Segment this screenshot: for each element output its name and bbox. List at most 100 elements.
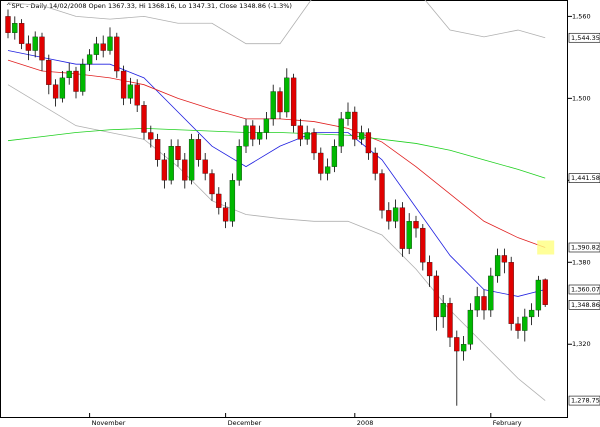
candle-body	[209, 173, 215, 195]
candle-body	[73, 70, 79, 92]
candle-body	[542, 279, 548, 305]
candle-body	[100, 43, 106, 51]
candle-body	[141, 105, 147, 133]
candle-body	[426, 262, 433, 277]
value-label-box	[568, 395, 600, 406]
candle-body	[372, 152, 378, 174]
candle-body	[243, 125, 249, 147]
candle-body	[250, 125, 256, 140]
candle-body	[386, 210, 392, 222]
candle-body	[277, 91, 283, 113]
y-tick-label: 1,560	[572, 12, 591, 20]
candle-body	[304, 132, 310, 140]
candle-body	[535, 279, 542, 311]
candle-body	[501, 255, 508, 263]
candle-body	[182, 159, 188, 181]
candle-body	[188, 139, 195, 181]
candle-body	[420, 227, 426, 263]
candle-body	[127, 84, 134, 99]
candle-body	[5, 16, 11, 33]
candle-body	[467, 309, 474, 345]
value-label-box	[568, 300, 600, 310]
candle-body	[148, 132, 154, 140]
y-tick-label: 1,320	[572, 340, 591, 348]
candle-body	[399, 207, 406, 249]
candle-body	[406, 221, 412, 249]
candle-body	[508, 262, 514, 324]
candle-body	[154, 139, 161, 160]
candle-body	[222, 207, 229, 222]
candle-body	[324, 166, 331, 174]
x-tick-label: February	[493, 419, 522, 427]
candle-body	[331, 146, 338, 167]
candle-body	[379, 173, 385, 211]
candle-body	[161, 159, 168, 181]
candle-body	[216, 193, 222, 208]
candle-body	[120, 70, 127, 99]
candle-body	[256, 132, 263, 140]
candle-body	[494, 255, 501, 277]
candle-body	[474, 296, 480, 311]
candle-body	[39, 36, 45, 61]
candle-body	[93, 43, 100, 55]
value-label: 1,544.35	[571, 34, 600, 42]
indicator-line	[7, 128, 546, 179]
candle-body	[297, 125, 304, 140]
candle-body	[290, 77, 297, 126]
value-label: 1,441.58	[571, 174, 600, 182]
value-label-box	[568, 242, 600, 253]
chart-title: ^SPC - Daily 14/02/2008 Open 1367.33, Hi…	[6, 2, 292, 10]
value-label-box	[568, 32, 600, 43]
candle-body	[270, 91, 276, 119]
x-tick-label: November	[92, 419, 126, 427]
candle-body	[236, 146, 242, 181]
candle-body	[311, 132, 317, 154]
y-tick-label: 1,380	[572, 258, 591, 266]
candle-body	[134, 84, 140, 106]
candle-body	[32, 36, 38, 51]
candle-body	[440, 303, 446, 318]
candle-body	[522, 316, 528, 331]
candle-body	[107, 36, 113, 51]
candle-body	[12, 23, 18, 33]
candle-body	[86, 54, 93, 65]
plot-frame	[0, 0, 568, 418]
candle-body	[168, 146, 174, 181]
candle-body	[515, 323, 521, 331]
value-label: 1,348.86	[571, 301, 600, 309]
candle-body	[195, 139, 202, 160]
candle-body	[338, 118, 344, 147]
value-label-box	[568, 284, 600, 295]
candle-body	[460, 344, 467, 352]
candle-body	[392, 207, 399, 222]
candle-body	[352, 111, 358, 140]
candle-body	[18, 23, 25, 44]
candle-body	[481, 296, 487, 311]
plot-area	[5, 0, 555, 406]
candle-body	[454, 337, 460, 352]
candle-body	[114, 36, 120, 72]
candle-body	[25, 43, 32, 51]
candle-body	[80, 64, 86, 92]
candle-body	[284, 77, 290, 113]
candle-body	[365, 132, 372, 154]
value-label: 1,360.07	[571, 285, 600, 293]
highlight	[537, 240, 555, 255]
x-tick-label: December	[228, 419, 262, 427]
value-label-box	[568, 173, 600, 183]
candle-body	[229, 180, 236, 222]
candle-body	[66, 70, 72, 79]
indicator-line	[7, 0, 546, 45]
value-label: 1,390.82	[571, 243, 600, 251]
candle-body	[433, 275, 440, 318]
candle-body	[447, 303, 453, 338]
candle-body	[318, 152, 324, 174]
candle-body	[59, 77, 66, 99]
candle-body	[413, 221, 419, 229]
indicator-line	[7, 84, 546, 401]
y-tick-label: 1,500	[572, 94, 591, 102]
candle-body	[358, 132, 365, 140]
x-tick-label: 2008	[357, 419, 374, 427]
value-label: 1,278.75	[571, 397, 600, 405]
